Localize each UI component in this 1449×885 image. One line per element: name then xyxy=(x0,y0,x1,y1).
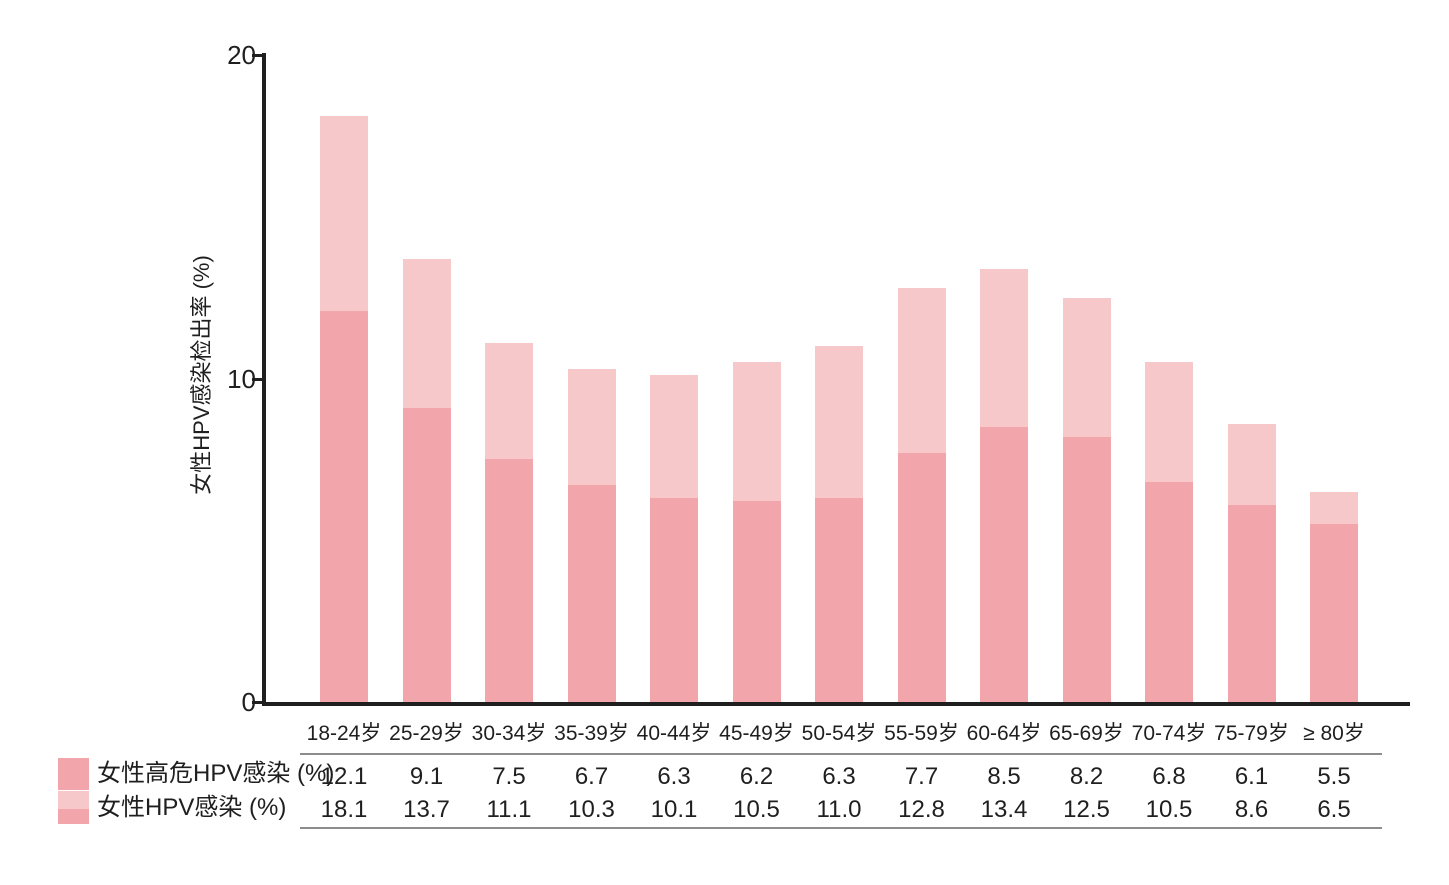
high-risk-value-cell: 6.2 xyxy=(739,763,774,790)
total-series-swatch xyxy=(58,791,89,824)
high-risk-bar xyxy=(1310,524,1358,702)
high-risk-value-cell: 8.2 xyxy=(1069,763,1104,790)
total-value-cell: 12.8 xyxy=(898,796,945,823)
high-risk-bar xyxy=(815,498,863,702)
category-label: ≥ 80岁 xyxy=(1303,722,1365,745)
category-label: 35-39岁 xyxy=(554,722,629,745)
high-risk-series-swatch xyxy=(58,758,89,790)
category-label: 60-64岁 xyxy=(966,722,1042,745)
total-value-cell: 10.5 xyxy=(733,796,780,823)
high-risk-value-cell: 6.7 xyxy=(574,763,609,790)
high-risk-value-cell: 6.3 xyxy=(822,763,856,790)
high-risk-bar xyxy=(650,498,698,702)
total-value-cell: 11.0 xyxy=(816,796,862,823)
category-label: 55-59岁 xyxy=(884,722,959,745)
high-risk-bar xyxy=(897,453,946,702)
total-value-cell: 13.4 xyxy=(980,796,1028,823)
x-axis-line xyxy=(262,702,1410,706)
total-value-cell: 10.1 xyxy=(650,796,698,823)
category-label: 18-24岁 xyxy=(306,722,382,745)
category-label: 50-54岁 xyxy=(801,722,877,745)
high-risk-bar xyxy=(980,427,1028,702)
category-label: 75-79岁 xyxy=(1214,722,1289,745)
total-series-label: 女性HPV感染 (%) xyxy=(97,794,287,821)
total-value-cell: 6.5 xyxy=(1317,796,1351,823)
high-risk-bar xyxy=(1062,437,1111,702)
high-risk-bar xyxy=(320,311,368,702)
high-risk-value-cell: 6.8 xyxy=(1152,763,1186,790)
high-risk-value-cell: 6.3 xyxy=(657,763,691,790)
category-label: 25-29岁 xyxy=(389,722,464,745)
total-value-cell: 18.1 xyxy=(320,796,368,823)
table-bottom-rule xyxy=(300,827,1382,829)
high-risk-value-cell: 7.5 xyxy=(492,763,526,790)
y-tick-label: 0 xyxy=(241,687,256,717)
category-label: 65-69岁 xyxy=(1049,722,1124,745)
high-risk-bar xyxy=(485,459,533,702)
category-label: 45-49岁 xyxy=(719,722,794,745)
high-risk-bar xyxy=(732,501,781,702)
high-risk-value-cell: 12.1 xyxy=(320,763,368,790)
high-risk-value-cell: 8.5 xyxy=(987,763,1021,790)
high-risk-value-cell: 9.1 xyxy=(409,763,444,790)
total-value-cell: 13.7 xyxy=(403,796,450,823)
total-value-cell: 12.5 xyxy=(1063,796,1110,823)
high-risk-bar xyxy=(1227,505,1276,702)
high-risk-value-cell: 5.5 xyxy=(1317,763,1351,790)
high-risk-bar xyxy=(402,408,451,702)
high-risk-bar xyxy=(567,485,616,702)
category-label: 30-34岁 xyxy=(471,722,547,745)
high-risk-bar xyxy=(1145,482,1193,702)
y-tick-label: 20 xyxy=(227,40,256,70)
y-tick-mark xyxy=(252,701,262,704)
y-tick-mark xyxy=(252,377,262,381)
y-tick-label: 10 xyxy=(227,363,256,394)
category-label: 70-74岁 xyxy=(1131,722,1207,745)
high-risk-series-label: 女性高危HPV感染 (%) xyxy=(97,760,335,787)
y-axis-line xyxy=(262,53,266,706)
high-risk-value-cell: 6.1 xyxy=(1234,763,1269,790)
total-value-cell: 11.1 xyxy=(486,796,532,823)
total-value-cell: 10.3 xyxy=(568,796,615,823)
high-risk-value-cell: 7.7 xyxy=(904,763,939,790)
category-label: 40-44岁 xyxy=(636,722,712,745)
total-value-cell: 10.5 xyxy=(1145,796,1193,823)
total-value-cell: 8.6 xyxy=(1234,796,1269,823)
y-tick-mark xyxy=(252,54,262,57)
table-top-rule xyxy=(300,753,1382,755)
